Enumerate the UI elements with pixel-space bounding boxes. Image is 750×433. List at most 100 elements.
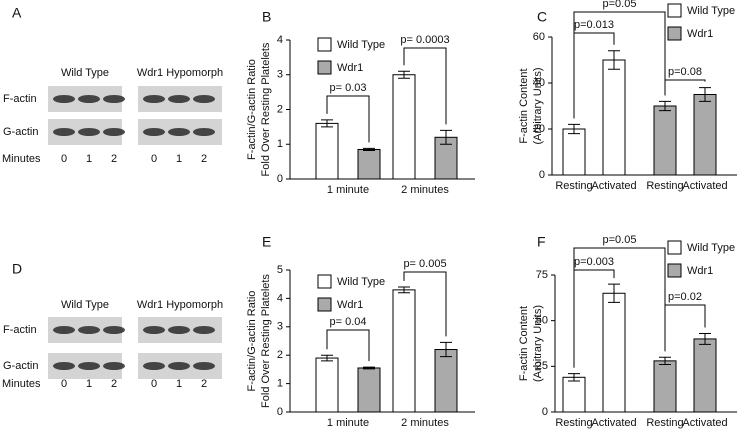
y-axis-label: Fold Over Resting Platelets: [260, 42, 272, 176]
band: [103, 95, 125, 103]
significance-bracket: [326, 329, 370, 362]
x-tick-label: Resting: [646, 180, 683, 192]
lane-label: 1: [86, 153, 92, 165]
y-axis-label: F-actin/G-actin Ratio: [246, 59, 258, 160]
bar: [693, 94, 717, 176]
error-bar: [398, 70, 410, 79]
group-label: Wild Type: [61, 299, 109, 311]
legend-label: Wild Type: [337, 39, 385, 51]
x-tick-label: 1 minute: [327, 417, 369, 429]
row-label: G-actin: [3, 360, 38, 372]
y-tick-label: 25: [536, 360, 548, 372]
y-tick-label: 1: [277, 378, 283, 390]
legend-label: Wdr1: [687, 28, 713, 40]
x-label: Minutes: [2, 378, 41, 390]
x-tick-label: Activated: [591, 417, 636, 429]
legend-swatch: [667, 240, 682, 255]
p-value: p=0.02: [668, 291, 702, 303]
legend-swatch: [667, 263, 682, 278]
band: [103, 128, 125, 136]
band: [53, 326, 75, 334]
bar: [653, 360, 677, 413]
p-value: p=0.013: [574, 19, 614, 31]
significance-bracket: [664, 304, 706, 352]
lane-label: 2: [201, 378, 207, 390]
significance-bracket: [573, 269, 615, 368]
error-bar: [699, 332, 711, 345]
lane-label: 0: [61, 378, 67, 390]
error-bar: [568, 123, 580, 135]
error-bar: [321, 354, 333, 362]
significance-bracket: [403, 271, 447, 337]
p-value: p=0.05: [603, 234, 637, 246]
group-label: Wild Type: [61, 67, 109, 79]
group-label: Wdr1 Hypomorph: [137, 299, 223, 311]
y-tick-label: 0: [542, 406, 548, 418]
bar: [562, 376, 586, 413]
legend-swatch: [667, 3, 682, 18]
y-axis-label: Fold Over Resting Platelets: [260, 274, 272, 408]
x-tick-label: Activated: [682, 180, 727, 192]
y-tick-label: 0: [277, 173, 283, 185]
panel-letter: F: [537, 234, 546, 250]
x-tick-label: Activated: [591, 180, 636, 192]
band: [78, 326, 100, 334]
x-tick-label: 2 minutes: [401, 184, 449, 196]
legend-label: Wild Type: [337, 276, 385, 288]
x-tick-label: Resting: [646, 417, 683, 429]
y-tick-label: 4: [277, 292, 283, 304]
x-tick-label: Resting: [555, 417, 592, 429]
y-axis-label: F-actin/G-actin Ratio: [246, 291, 258, 392]
bar: [562, 128, 586, 176]
x-label: Minutes: [2, 153, 41, 165]
error-bar: [568, 373, 580, 382]
panel-letter: A: [12, 5, 22, 21]
band: [168, 128, 190, 136]
band: [143, 326, 165, 334]
p-value: p= 0.005: [403, 258, 446, 270]
lane-label: 2: [111, 153, 117, 165]
band: [78, 95, 100, 103]
row-label: G-actin: [3, 126, 38, 138]
legend-swatch: [317, 297, 332, 312]
row-label: F-actin: [3, 93, 37, 105]
band: [143, 362, 165, 370]
error-bar: [659, 100, 671, 112]
panel-letter: B: [262, 9, 271, 25]
y-axis-label: (Arbitrary Units): [532, 305, 544, 382]
y-tick-label: 0: [539, 169, 545, 181]
bar: [434, 349, 458, 413]
y-tick-label: 3: [277, 321, 283, 333]
error-bar: [699, 87, 711, 102]
group-label: Wdr1 Hypomorph: [137, 67, 223, 79]
y-tick-label: 2: [277, 349, 283, 361]
y-tick-label: 4: [277, 34, 283, 46]
y-tick-label: 5: [277, 264, 283, 276]
bar: [602, 292, 626, 413]
bar: [653, 105, 677, 176]
lane-label: 1: [86, 378, 92, 390]
p-value: p= 0.04: [329, 316, 366, 328]
panel-letter: E: [262, 234, 271, 250]
y-axis-label: (Arbitrary Units): [532, 67, 544, 144]
panel-letter: D: [12, 261, 22, 277]
p-value: p= 0.03: [329, 82, 366, 94]
legend-label: Wild Type: [687, 5, 735, 17]
y-tick-label: 75: [536, 269, 548, 281]
y-axis-label: F-actin Content: [518, 68, 530, 143]
panel-letter: C: [537, 9, 547, 25]
bar: [693, 338, 717, 413]
y-tick-label: 40: [533, 77, 545, 89]
band: [168, 362, 190, 370]
band: [143, 128, 165, 136]
lane-label: 1: [176, 153, 182, 165]
band: [193, 95, 215, 103]
bar: [392, 74, 416, 180]
band: [53, 128, 75, 136]
band: [53, 95, 75, 103]
band: [143, 95, 165, 103]
band: [193, 326, 215, 334]
bar: [357, 148, 381, 180]
error-bar: [608, 283, 620, 303]
